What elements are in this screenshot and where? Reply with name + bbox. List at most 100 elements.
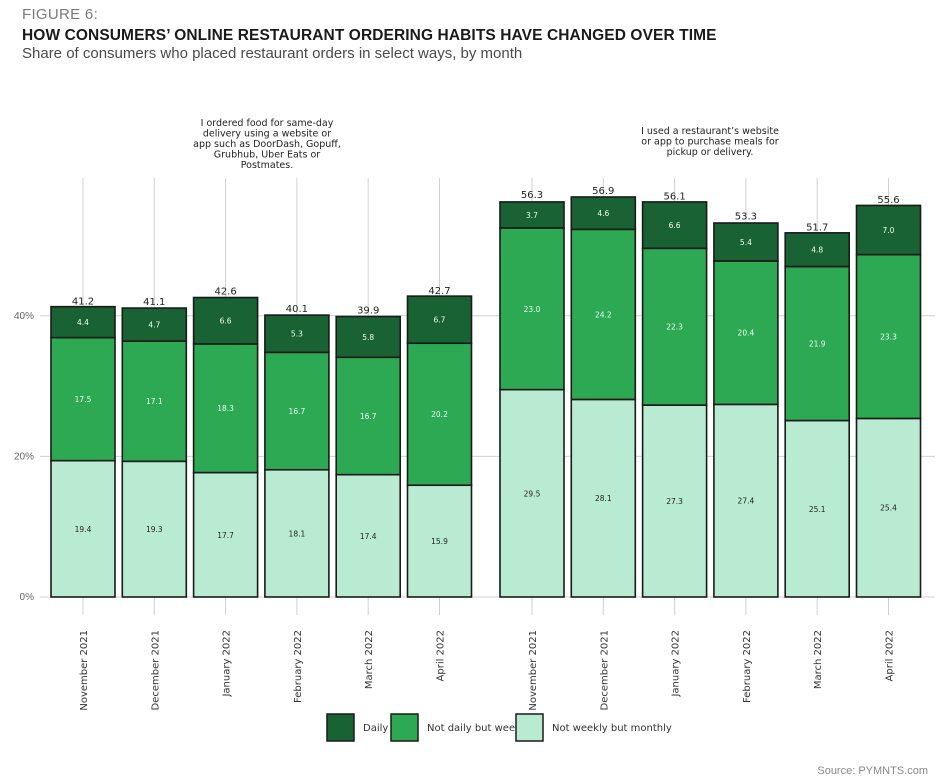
x-tick-label: December 2021: [599, 630, 610, 710]
bar-total-label: 42.7: [428, 286, 450, 297]
panel-caption-line: Grubhub, Uber Eats or: [214, 150, 321, 161]
bar-segment-weekly: [855, 253, 922, 420]
bar-total-label: 51.7: [806, 223, 828, 234]
segment-value-label: 4.7: [148, 321, 160, 330]
bar-total-label: 41.1: [143, 297, 165, 308]
segment-value-label: 17.7: [217, 531, 234, 540]
bar-segment-monthly: [335, 473, 402, 598]
bar-segment-monthly: [855, 417, 922, 598]
y-tick-label: 20%: [14, 451, 34, 462]
y-axis: 0% 20% 40%: [14, 311, 34, 603]
legend: Daily Not daily but weekly Not weekly but …: [326, 713, 672, 742]
panel-caption-line: app such as DoorDash, Gopuff,: [193, 139, 341, 150]
bar-segment-weekly: [264, 351, 330, 471]
y-tick-label: 40%: [14, 311, 34, 322]
segment-value-label: 17.4: [360, 532, 377, 541]
x-tick-label: April 2022: [436, 630, 447, 681]
bar-total-label: 56.3: [521, 190, 543, 201]
legend-swatch-weekly: [390, 713, 419, 742]
x-tick-label: March 2022: [813, 630, 824, 689]
segment-value-label: 6.6: [669, 221, 681, 230]
bar-segment-daily: [50, 305, 116, 339]
segment-value-label: 20.4: [738, 329, 755, 338]
bar-total-label: 42.6: [214, 287, 236, 298]
segment-value-label: 7.0: [883, 226, 895, 235]
bar-segment-monthly: [499, 388, 565, 598]
legend-swatch-daily: [326, 713, 355, 742]
segment-value-label: 18.3: [217, 404, 234, 413]
x-tick-label: January 2022: [222, 630, 233, 698]
segment-value-label: 27.3: [666, 497, 683, 506]
segment-value-label: 6.6: [220, 317, 232, 326]
segment-value-label: 27.4: [738, 497, 755, 506]
segment-value-label: 5.3: [291, 330, 303, 339]
segment-value-label: 23.3: [880, 333, 897, 342]
segment-value-label: 18.1: [289, 529, 306, 538]
bar-total-label: 56.1: [663, 192, 685, 203]
y-tick-label: 0%: [20, 592, 35, 603]
panel-caption-line: or app to purchase meals for: [641, 137, 779, 148]
x-tick-label: April 2022: [885, 630, 896, 681]
segment-value-label: 28.1: [595, 494, 612, 503]
segment-value-label: 16.7: [289, 407, 306, 416]
segment-value-label: 4.4: [77, 318, 89, 327]
bar-total-label: 53.3: [735, 211, 757, 222]
segment-value-label: 20.2: [431, 410, 448, 419]
bar-total-label: 39.9: [357, 306, 379, 317]
bar-segment-daily: [121, 307, 188, 342]
segment-value-label: 17.1: [146, 397, 163, 406]
bar-segment-monthly: [192, 471, 259, 598]
bar-total-label: 55.6: [877, 195, 899, 206]
panel-caption-line: pickup or delivery.: [667, 147, 754, 158]
panel-caption-line: I ordered food for same-day: [201, 118, 334, 129]
segment-value-label: 5.8: [362, 333, 374, 342]
x-tick-label: February 2022: [293, 630, 304, 703]
panel-caption-line: I used a restaurant’s website: [641, 126, 779, 137]
x-tick-label: November 2021: [79, 630, 90, 711]
segment-value-label: 17.5: [75, 395, 92, 404]
segment-value-label: 25.4: [880, 504, 897, 513]
bar-segment-weekly: [121, 340, 188, 463]
bar-segment-monthly: [784, 419, 851, 598]
segment-value-label: 5.4: [740, 238, 752, 247]
x-tick-label: January 2022: [671, 630, 682, 698]
x-tick-label: November 2021: [528, 630, 539, 711]
bar-segment-daily: [192, 296, 259, 345]
chart-subtitle: Share of consumers who placed restaurant…: [22, 45, 523, 62]
bar-segment-weekly: [641, 247, 708, 406]
bar-segment-monthly: [570, 398, 637, 598]
bar-total-label: 40.1: [286, 304, 308, 315]
bar-segment-daily: [784, 232, 851, 268]
bar-segment-monthly: [264, 468, 330, 598]
bar-segment-daily: [855, 204, 922, 256]
bar-segment-daily: [641, 201, 708, 250]
bar-segment-daily: [406, 295, 473, 345]
x-tick-label: March 2022: [364, 630, 375, 689]
bar-total-label: 56.9: [592, 186, 614, 197]
legend-label: Not weekly but monthly: [552, 723, 672, 734]
segment-value-label: 29.5: [524, 489, 541, 498]
panel-caption-line: delivery using a website or: [203, 129, 331, 140]
segment-value-label: 15.9: [431, 537, 448, 546]
chart-title: HOW CONSUMERS’ ONLINE RESTAURANT ORDERIN…: [22, 27, 717, 44]
legend-label: Not daily but weekly: [427, 723, 530, 734]
bar-segment-weekly: [406, 342, 473, 487]
segment-value-label: 22.3: [666, 323, 683, 332]
segment-value-label: 3.7: [526, 211, 538, 220]
bar-segment-daily: [335, 315, 402, 359]
figure-label: FIGURE 6:: [22, 6, 99, 23]
x-tick-label: February 2022: [742, 630, 753, 703]
bar-segment-daily: [713, 222, 779, 262]
bar-segment-weekly: [335, 356, 402, 476]
bar-segment-monthly: [50, 459, 116, 598]
segment-value-label: 19.4: [75, 525, 92, 534]
bar-segment-daily: [264, 314, 330, 354]
panel-caption-line: Postmates.: [241, 160, 294, 171]
segment-value-label: 4.8: [811, 246, 823, 255]
segment-value-label: 16.7: [360, 412, 377, 421]
segment-value-label: 23.0: [524, 305, 541, 314]
bar-total-label: 41.2: [72, 296, 94, 307]
